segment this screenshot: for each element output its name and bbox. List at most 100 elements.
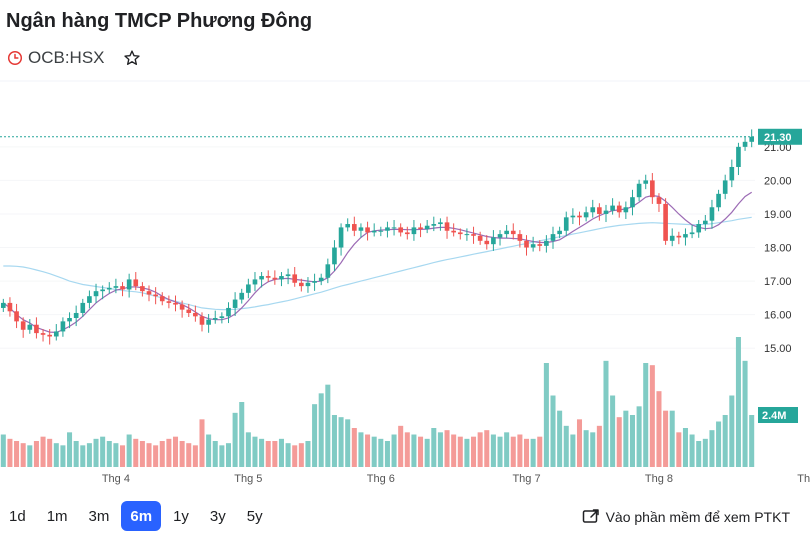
candle-body — [80, 302, 86, 313]
candle-body — [166, 301, 172, 303]
candle — [219, 312, 225, 324]
last-price-label: 21.30 — [764, 132, 792, 144]
candle — [113, 278, 119, 294]
y-tick-label: 16.00 — [764, 310, 792, 322]
candle — [20, 317, 26, 338]
volume-bar — [153, 445, 159, 467]
external-window-icon — [582, 508, 600, 526]
candle — [504, 225, 509, 239]
candle — [186, 303, 192, 318]
candle — [47, 329, 52, 345]
candle — [106, 282, 112, 294]
candle-body — [53, 331, 59, 337]
candle-body — [34, 324, 39, 334]
range-button-1m[interactable]: 1m — [46, 507, 68, 525]
candle — [689, 225, 695, 239]
volume-bar — [239, 402, 245, 467]
candle-body — [491, 237, 496, 245]
volume-bar — [537, 436, 543, 467]
candle-body — [643, 180, 649, 184]
y-tick-label: 18.00 — [764, 243, 792, 255]
candle-body — [524, 240, 529, 248]
volume-bar — [563, 425, 569, 467]
candle — [126, 273, 132, 298]
volume-bar — [669, 410, 675, 467]
volume-bar — [219, 445, 225, 467]
volume-bar — [722, 415, 728, 467]
candle — [729, 159, 735, 188]
volume-bar — [749, 415, 755, 467]
star-outline-icon[interactable] — [121, 47, 143, 69]
volume-bar — [603, 360, 609, 467]
candle — [650, 173, 655, 204]
volume-bar — [457, 436, 463, 467]
x-tick-label: Thg 9 — [797, 473, 810, 485]
volume-bar — [179, 441, 185, 467]
candle-body — [206, 319, 211, 325]
candle-body — [60, 321, 66, 332]
volume-bar — [590, 432, 596, 467]
volume-bar — [278, 438, 284, 467]
range-button-3m[interactable]: 3m — [88, 507, 110, 525]
range-button-5y[interactable]: 5y — [246, 507, 263, 525]
candle — [206, 313, 211, 333]
candle — [510, 223, 516, 240]
candle — [477, 231, 483, 245]
candle-body — [391, 227, 397, 229]
candle — [7, 297, 13, 317]
volume-bar — [172, 436, 179, 467]
candle — [265, 270, 271, 282]
candle-body — [577, 215, 582, 218]
range-button-1y[interactable]: 1y — [173, 507, 189, 525]
candle-body — [563, 217, 569, 231]
volume-bar — [73, 441, 79, 467]
x-tick-label: Thg 8 — [645, 473, 673, 485]
volume-bar — [510, 436, 516, 467]
range-button-1d[interactable]: 1d — [9, 507, 26, 525]
open-analysis-link[interactable]: Vào phần mềm để xem PTKT — [582, 508, 790, 526]
candle-body — [345, 224, 351, 228]
volume-bar — [576, 419, 583, 467]
volume-bar — [610, 395, 616, 467]
volume-bar — [464, 438, 470, 467]
candle — [557, 226, 562, 239]
range-button-3y[interactable]: 3y — [209, 507, 226, 525]
candle-body — [703, 220, 708, 225]
candle-body — [279, 276, 284, 280]
candle-body — [133, 279, 139, 287]
candle-body — [126, 279, 132, 290]
candle-body — [371, 230, 377, 233]
candle-body — [332, 247, 337, 265]
volume-bar — [259, 438, 265, 467]
candle — [716, 189, 721, 212]
candle — [703, 214, 708, 231]
price-chart[interactable]: 21.00 20.00 19.00 18.00 17.00 16.00 15.00 21.30… — [0, 80, 810, 490]
ticker-row: OCB:HSX — [6, 46, 143, 70]
candle — [457, 228, 463, 240]
volume-bar — [484, 430, 490, 467]
candle-body — [27, 324, 33, 330]
candle — [173, 295, 178, 312]
candle-body — [610, 205, 615, 211]
candle-body — [153, 294, 158, 297]
volume-bar — [431, 428, 437, 467]
candle-body — [424, 225, 430, 230]
volume-bar — [682, 428, 688, 467]
candle — [570, 208, 576, 225]
candle — [305, 277, 311, 293]
candle-body — [100, 289, 105, 292]
volume-bar — [53, 443, 59, 467]
candle-body — [696, 224, 702, 233]
volume-bar — [7, 438, 13, 467]
candle-body — [358, 227, 364, 231]
volume-bar — [292, 445, 298, 467]
candle — [385, 221, 390, 238]
candle-body — [689, 232, 695, 235]
candle-body — [312, 281, 317, 283]
candle-body — [729, 166, 735, 181]
range-button-6m[interactable]: 6m — [121, 501, 162, 531]
candle — [749, 129, 755, 148]
candle — [345, 218, 351, 232]
volume-bar — [629, 415, 635, 467]
candle — [398, 223, 403, 237]
